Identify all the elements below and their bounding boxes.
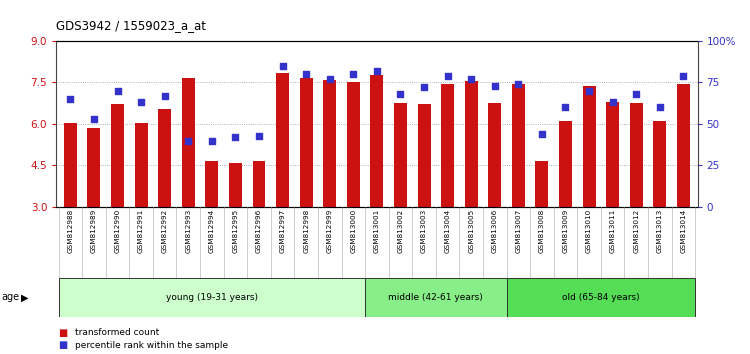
Point [230, 135, 242, 140]
Text: GSM812995: GSM812995 [232, 209, 238, 253]
Point [560, 104, 572, 110]
Text: GSM813009: GSM813009 [562, 209, 568, 253]
Bar [606, 102, 619, 207]
Text: GSM813002: GSM813002 [398, 209, 404, 253]
Bar [58, 278, 365, 317]
Bar [394, 103, 407, 207]
Bar [135, 122, 148, 207]
Text: GSM812994: GSM812994 [209, 209, 214, 253]
Bar [64, 122, 77, 207]
Bar [676, 84, 690, 207]
Point [112, 88, 124, 93]
Text: GSM813004: GSM813004 [445, 209, 451, 253]
Bar [276, 73, 289, 207]
Point [512, 81, 524, 87]
Text: GSM813012: GSM813012 [633, 209, 639, 253]
Text: GSM813007: GSM813007 [515, 209, 521, 253]
Text: GSM813011: GSM813011 [610, 209, 616, 253]
Point [630, 91, 642, 97]
Text: ▶: ▶ [21, 292, 28, 302]
Text: GSM812991: GSM812991 [138, 209, 144, 253]
Bar [88, 128, 100, 207]
Point [654, 104, 666, 110]
Text: GSM812997: GSM812997 [280, 209, 286, 253]
Bar [182, 78, 195, 207]
Text: GSM812988: GSM812988 [68, 209, 74, 253]
Text: ■: ■ [58, 328, 68, 338]
Bar [536, 161, 548, 207]
Point [536, 131, 548, 137]
Bar [653, 121, 666, 207]
Bar [158, 109, 171, 207]
Text: GSM813014: GSM813014 [680, 209, 686, 253]
Text: GSM812999: GSM812999 [327, 209, 333, 253]
Bar [323, 80, 336, 207]
Bar [488, 103, 501, 207]
Bar [370, 75, 383, 207]
Text: GSM812992: GSM812992 [162, 209, 168, 253]
Point [64, 96, 76, 102]
Text: GSM812989: GSM812989 [91, 209, 97, 253]
Text: age: age [2, 292, 20, 302]
Point [465, 76, 477, 82]
Text: GSM812990: GSM812990 [115, 209, 121, 253]
Point [182, 138, 194, 143]
Text: GDS3942 / 1559023_a_at: GDS3942 / 1559023_a_at [56, 19, 206, 33]
Text: ■: ■ [58, 340, 68, 350]
Bar [559, 121, 572, 207]
Text: GSM813003: GSM813003 [421, 209, 427, 253]
Point [206, 138, 218, 143]
Text: middle (42-61 years): middle (42-61 years) [388, 293, 483, 302]
Point [442, 73, 454, 79]
Bar [465, 81, 478, 207]
Bar [365, 278, 506, 317]
Bar [111, 104, 124, 207]
Text: percentile rank within the sample: percentile rank within the sample [75, 341, 228, 350]
Text: transformed count: transformed count [75, 328, 159, 337]
Bar [512, 84, 525, 207]
Bar [441, 84, 454, 207]
Text: GSM812998: GSM812998 [303, 209, 309, 253]
Point [677, 73, 689, 79]
Point [159, 93, 171, 98]
Text: young (19-31 years): young (19-31 years) [166, 293, 258, 302]
Point [418, 85, 430, 90]
Text: GSM813013: GSM813013 [657, 209, 663, 253]
Text: GSM813008: GSM813008 [539, 209, 545, 253]
Text: GSM813006: GSM813006 [492, 209, 498, 253]
Bar [506, 278, 695, 317]
Point [394, 91, 406, 97]
Bar [583, 86, 596, 207]
Point [135, 99, 147, 105]
Text: old (65-84 years): old (65-84 years) [562, 293, 640, 302]
Text: GSM813010: GSM813010 [586, 209, 592, 253]
Point [370, 68, 382, 74]
Point [253, 133, 265, 138]
Bar [346, 82, 360, 207]
Bar [418, 104, 430, 207]
Point [607, 99, 619, 105]
Point [347, 71, 359, 77]
Text: GSM813001: GSM813001 [374, 209, 380, 253]
Bar [229, 163, 242, 207]
Point [88, 116, 100, 122]
Point [277, 63, 289, 69]
Text: GSM812996: GSM812996 [256, 209, 262, 253]
Bar [253, 161, 266, 207]
Text: GSM813005: GSM813005 [468, 209, 474, 253]
Bar [300, 78, 313, 207]
Point [583, 88, 595, 93]
Point [300, 71, 312, 77]
Bar [206, 161, 218, 207]
Point [324, 76, 336, 82]
Bar [630, 103, 643, 207]
Text: GSM813000: GSM813000 [350, 209, 356, 253]
Point [489, 83, 501, 88]
Text: GSM812993: GSM812993 [185, 209, 191, 253]
